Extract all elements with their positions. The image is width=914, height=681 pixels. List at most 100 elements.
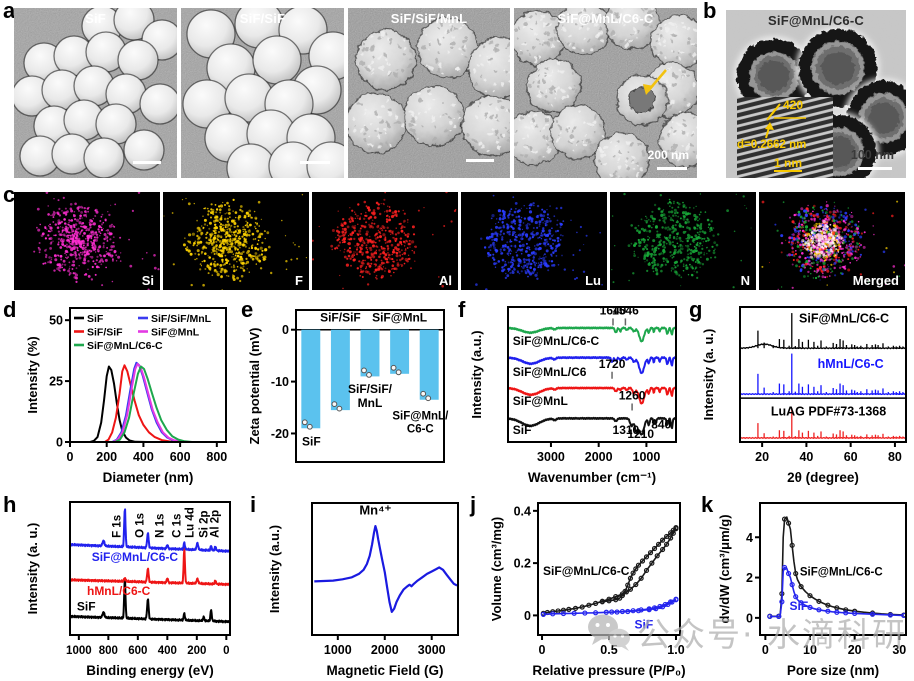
svg-text:2θ (degree): 2θ (degree) bbox=[787, 470, 859, 485]
svg-text:1546: 1546 bbox=[612, 303, 639, 317]
panel-i-label: i bbox=[250, 492, 257, 517]
eds-map-svg bbox=[14, 192, 160, 290]
scale-bar bbox=[133, 161, 161, 164]
svg-text:SiF: SiF bbox=[302, 434, 321, 448]
svg-text:2: 2 bbox=[746, 571, 753, 585]
svg-text:Lu 4d: Lu 4d bbox=[185, 507, 197, 538]
svg-text:200: 200 bbox=[96, 450, 117, 464]
svg-text:400: 400 bbox=[158, 645, 177, 657]
eds-map-f: F bbox=[163, 192, 309, 290]
svg-text:4: 4 bbox=[746, 531, 753, 545]
svg-text:O 1s: O 1s bbox=[135, 513, 147, 538]
chart-xrd: 20 40 60 80 2θ (degree) Intensity (a. u.) SiF@… bbox=[700, 302, 912, 493]
svg-text:Wavenumber (cm⁻¹): Wavenumber (cm⁻¹) bbox=[528, 470, 656, 485]
svg-text:C 1s: C 1s bbox=[171, 514, 183, 538]
chart-xps-survey: 1000 800 600 400 200 0 Binding energy (eV) Inte… bbox=[24, 497, 236, 681]
chart-bet-isotherm: 0 0.5 1.0 0 0.2 0.4 Relative pressure (P/P₀) Vo… bbox=[488, 497, 690, 681]
svg-text:Intensity (a.u.): Intensity (a.u.) bbox=[469, 330, 484, 418]
micrograph-title: SiF bbox=[85, 11, 106, 26]
svg-text:-20: -20 bbox=[271, 427, 289, 441]
svg-text:800: 800 bbox=[206, 450, 227, 464]
svg-text:25: 25 bbox=[49, 375, 63, 389]
eds-map-merged: Merged bbox=[759, 192, 905, 290]
svg-text:1000: 1000 bbox=[633, 450, 661, 464]
panel-g-label: g bbox=[689, 297, 703, 322]
svg-text:SiF@MnL/C6-C: SiF@MnL/C6-C bbox=[800, 567, 883, 579]
svg-text:40: 40 bbox=[799, 450, 813, 464]
chart-j-svg: 0 0.5 1.0 0 0.2 0.4 Relative pressure (P/P₀) Vo… bbox=[489, 502, 686, 678]
svg-text:SiF@MnL/C6-C: SiF@MnL/C6-C bbox=[92, 550, 179, 564]
svg-text:SiF: SiF bbox=[513, 423, 532, 437]
sem-image-sif-sif: SiF/SiF bbox=[181, 8, 344, 178]
svg-text:Magnetic Field (G): Magnetic Field (G) bbox=[326, 663, 443, 678]
svg-text:1310: 1310 bbox=[613, 423, 640, 437]
svg-text:Si 2p: Si 2p bbox=[198, 510, 210, 537]
map-element-label: Merged bbox=[852, 273, 899, 288]
svg-text:SiF/SiF: SiF/SiF bbox=[320, 310, 361, 324]
svg-text:0: 0 bbox=[56, 436, 63, 450]
svg-text:SiF@MnL/C6-C: SiF@MnL/C6-C bbox=[87, 340, 163, 352]
svg-text:840: 840 bbox=[651, 418, 671, 432]
svg-text:dv/dW (cm³/μm/g): dv/dW (cm³/μm/g) bbox=[717, 514, 732, 623]
micrograph-title: SiF@MnL/C6-C bbox=[557, 11, 654, 26]
svg-text:0.4: 0.4 bbox=[514, 504, 531, 518]
scale-bar-label: 100 nm bbox=[850, 148, 894, 162]
svg-text:20: 20 bbox=[848, 643, 862, 657]
svg-text:1.0: 1.0 bbox=[667, 643, 684, 657]
svg-text:SiF: SiF bbox=[87, 313, 104, 325]
chart-i-svg: 1000 2000 3000 Magnetic Field (G) Intensity … bbox=[267, 502, 459, 678]
panel-c-label: c bbox=[3, 182, 16, 207]
svg-text:SiF: SiF bbox=[634, 617, 653, 631]
svg-text:SiF@MnL/C6-C: SiF@MnL/C6-C bbox=[513, 334, 600, 348]
chart-zeta-potential: 0 -10 -20 Zeta potential (mV) SiF/SiF SiF@MnL… bbox=[246, 302, 452, 493]
svg-text:hMnL/C6-C: hMnL/C6-C bbox=[818, 357, 884, 371]
svg-text:20: 20 bbox=[755, 450, 769, 464]
map-element-label: F bbox=[295, 273, 303, 288]
svg-text:F 1s: F 1s bbox=[111, 515, 123, 538]
scale-bar-label: 200 nm bbox=[647, 148, 689, 162]
panel-k-label: k bbox=[701, 492, 714, 517]
lattice-plane-label: 420 bbox=[783, 98, 804, 112]
svg-text:1260: 1260 bbox=[619, 388, 646, 402]
svg-text:SiF@MnL: SiF@MnL bbox=[513, 394, 568, 408]
tem-image: SiF@MnL/C6-C 420 d=0.2662 nm 1 nm 100 nm bbox=[726, 10, 906, 178]
chart-pore-size: 0 10 20 30 0 2 4 Pore size (nm) dv/dW (cm³/μm/g)… bbox=[716, 497, 914, 681]
svg-text:0: 0 bbox=[223, 645, 229, 657]
svg-text:400: 400 bbox=[133, 450, 154, 464]
chart-d-svg: 0 200 400 600 800 0 25 50 Diameter (nm) Intensity… bbox=[25, 307, 227, 485]
svg-text:SiF@MnL/C6-C: SiF@MnL/C6-C bbox=[799, 312, 889, 326]
svg-text:Intensity (a. u.): Intensity (a. u.) bbox=[701, 329, 716, 421]
eds-map-svg bbox=[610, 192, 756, 290]
svg-text:Diameter (nm): Diameter (nm) bbox=[103, 470, 194, 485]
svg-text:LuAG PDF#73-1368: LuAG PDF#73-1368 bbox=[771, 405, 886, 419]
sem-image-sif: SiF bbox=[14, 8, 177, 178]
micrograph-svg bbox=[514, 8, 697, 178]
svg-text:1720: 1720 bbox=[599, 357, 626, 371]
svg-text:0: 0 bbox=[282, 323, 289, 337]
svg-text:SiF@MnL/C6-C: SiF@MnL/C6-C bbox=[543, 564, 630, 578]
svg-text:10: 10 bbox=[803, 643, 817, 657]
scale-bar bbox=[657, 167, 687, 170]
svg-text:N 1s: N 1s bbox=[154, 514, 166, 538]
eds-map-lu: Lu bbox=[461, 192, 607, 290]
svg-text:30: 30 bbox=[892, 643, 906, 657]
svg-text:SiF@MnL: SiF@MnL bbox=[151, 326, 200, 338]
panel-h-label: h bbox=[3, 492, 17, 517]
map-element-label: Lu bbox=[585, 273, 601, 288]
panel-a-label: a bbox=[3, 0, 16, 23]
svg-text:SiF@MnL/C6: SiF@MnL/C6 bbox=[513, 365, 587, 379]
chart-k-svg: 0 10 20 30 0 2 4 Pore size (nm) dv/dW (cm³/μm/g)… bbox=[717, 502, 907, 678]
svg-text:3000: 3000 bbox=[537, 450, 565, 464]
svg-text:Intensity (a.u.): Intensity (a.u.) bbox=[267, 525, 282, 613]
eds-map-svg bbox=[759, 192, 905, 290]
svg-text:Zeta potential (mV): Zeta potential (mV) bbox=[247, 327, 262, 444]
map-element-label: Si bbox=[141, 273, 154, 288]
svg-text:1000: 1000 bbox=[66, 645, 92, 657]
d-spacing-label: d=0.2662 nm bbox=[737, 139, 807, 151]
svg-text:SiF: SiF bbox=[790, 599, 809, 613]
svg-text:800: 800 bbox=[99, 645, 118, 657]
svg-text:hMnL/C6-C: hMnL/C6-C bbox=[87, 584, 151, 598]
svg-text:Volume (cm³/mg): Volume (cm³/mg) bbox=[489, 517, 504, 622]
svg-text:600: 600 bbox=[128, 645, 147, 657]
